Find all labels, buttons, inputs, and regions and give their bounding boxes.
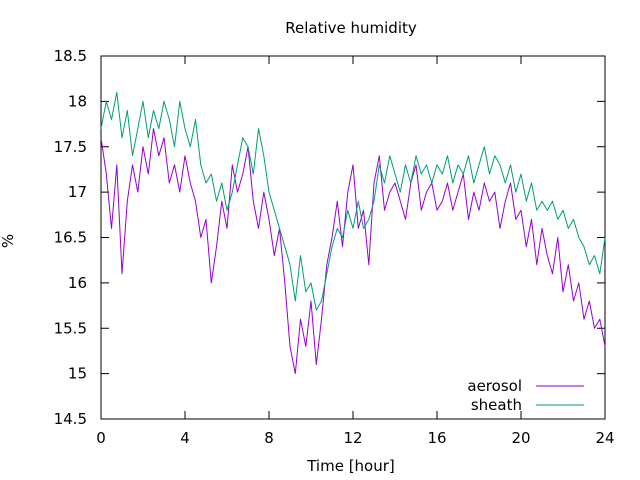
legend-label-sheath: sheath (471, 396, 522, 414)
plot-frame (100, 55, 606, 420)
plot-border (100, 55, 606, 420)
chart-title: Relative humidity (285, 19, 417, 37)
y-tick-label: 18 (68, 92, 87, 110)
x-tick-label: 16 (427, 429, 446, 447)
y-axis: 14.5 15 15.5 16 16.5 17 17.5 18 18.5 (54, 47, 605, 428)
y-tick-label: 16 (68, 274, 87, 292)
series-line-aerosol (100, 128, 606, 375)
legend-label-aerosol: aerosol (467, 377, 522, 395)
series-line-sheath (100, 91, 606, 311)
y-axis-title: % (0, 234, 17, 248)
x-tick-label: 12 (343, 429, 362, 447)
x-tick-label: 8 (264, 429, 274, 447)
legend: aerosol sheath (467, 377, 584, 414)
x-axis: 0 4 8 12 16 20 24 (96, 56, 615, 447)
x-tick-label: 24 (595, 429, 614, 447)
y-tick-label: 15 (68, 365, 87, 383)
x-axis-title: Time [hour] (306, 457, 395, 475)
series-lines (100, 91, 606, 375)
x-tick-label: 0 (96, 429, 106, 447)
y-tick-label: 17.5 (54, 138, 87, 156)
x-tick-label: 20 (511, 429, 530, 447)
y-tick-label: 16.5 (54, 229, 87, 247)
y-tick-label: 18.5 (54, 47, 87, 65)
x-tick-label: 4 (180, 429, 190, 447)
y-tick-label: 17 (68, 183, 87, 201)
y-tick-label: 15.5 (54, 319, 87, 337)
y-tick-label: 14.5 (54, 410, 87, 428)
